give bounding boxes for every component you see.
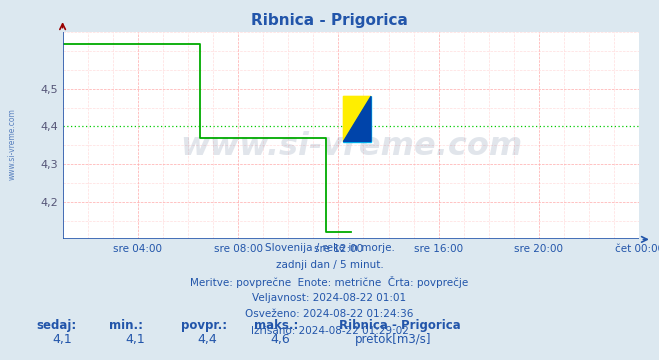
Text: www.si-vreme.com: www.si-vreme.com [8, 108, 17, 180]
Text: 4,1: 4,1 [53, 333, 72, 346]
Text: pretok[m3/s]: pretok[m3/s] [355, 333, 431, 346]
Text: Veljavnost: 2024-08-22 01:01: Veljavnost: 2024-08-22 01:01 [252, 293, 407, 303]
Polygon shape [343, 96, 371, 141]
Text: povpr.:: povpr.: [181, 319, 227, 332]
Text: Ribnica - Prigorica: Ribnica - Prigorica [339, 319, 461, 332]
Text: 4,4: 4,4 [198, 333, 217, 346]
Text: 4,1: 4,1 [125, 333, 145, 346]
Text: Izrisano: 2024-08-22 01:29:02: Izrisano: 2024-08-22 01:29:02 [250, 326, 409, 336]
Text: Ribnica - Prigorica: Ribnica - Prigorica [251, 13, 408, 28]
Polygon shape [343, 96, 371, 141]
Text: sedaj:: sedaj: [36, 319, 76, 332]
Text: min.:: min.: [109, 319, 143, 332]
Text: Meritve: povprečne  Enote: metrične  Črta: povprečje: Meritve: povprečne Enote: metrične Črta:… [190, 276, 469, 288]
Text: Slovenija / reke in morje.: Slovenija / reke in morje. [264, 243, 395, 253]
Text: maks.:: maks.: [254, 319, 298, 332]
Polygon shape [343, 96, 371, 141]
Text: zadnji dan / 5 minut.: zadnji dan / 5 minut. [275, 260, 384, 270]
Text: Osveženo: 2024-08-22 01:24:36: Osveženo: 2024-08-22 01:24:36 [245, 309, 414, 319]
Text: 4,6: 4,6 [270, 333, 290, 346]
Text: www.si-vreme.com: www.si-vreme.com [180, 131, 522, 162]
